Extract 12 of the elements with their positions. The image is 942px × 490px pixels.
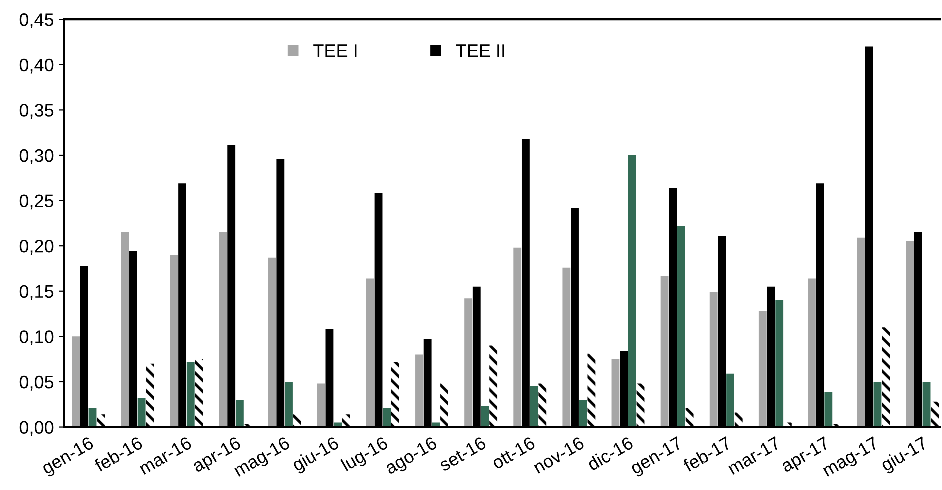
y-tick-label: 0,45 bbox=[20, 14, 54, 28]
y-tick-label: 0,10 bbox=[20, 330, 54, 346]
y-tick-label: 0,05 bbox=[20, 376, 54, 391]
y-tick-label: 0,15 bbox=[20, 285, 54, 300]
y-tick-label: 0,00 bbox=[20, 421, 54, 436]
y-tick-label: 0,30 bbox=[20, 149, 54, 164]
y-tick-label: 0,40 bbox=[20, 58, 54, 74]
y-tick-label: 0,35 bbox=[20, 104, 54, 120]
legend-label: TEE I bbox=[314, 44, 357, 58]
y-tick-label: 0,20 bbox=[20, 240, 54, 255]
y-tick-label: 0,25 bbox=[20, 194, 54, 210]
legend-label: TEE II bbox=[456, 44, 504, 58]
